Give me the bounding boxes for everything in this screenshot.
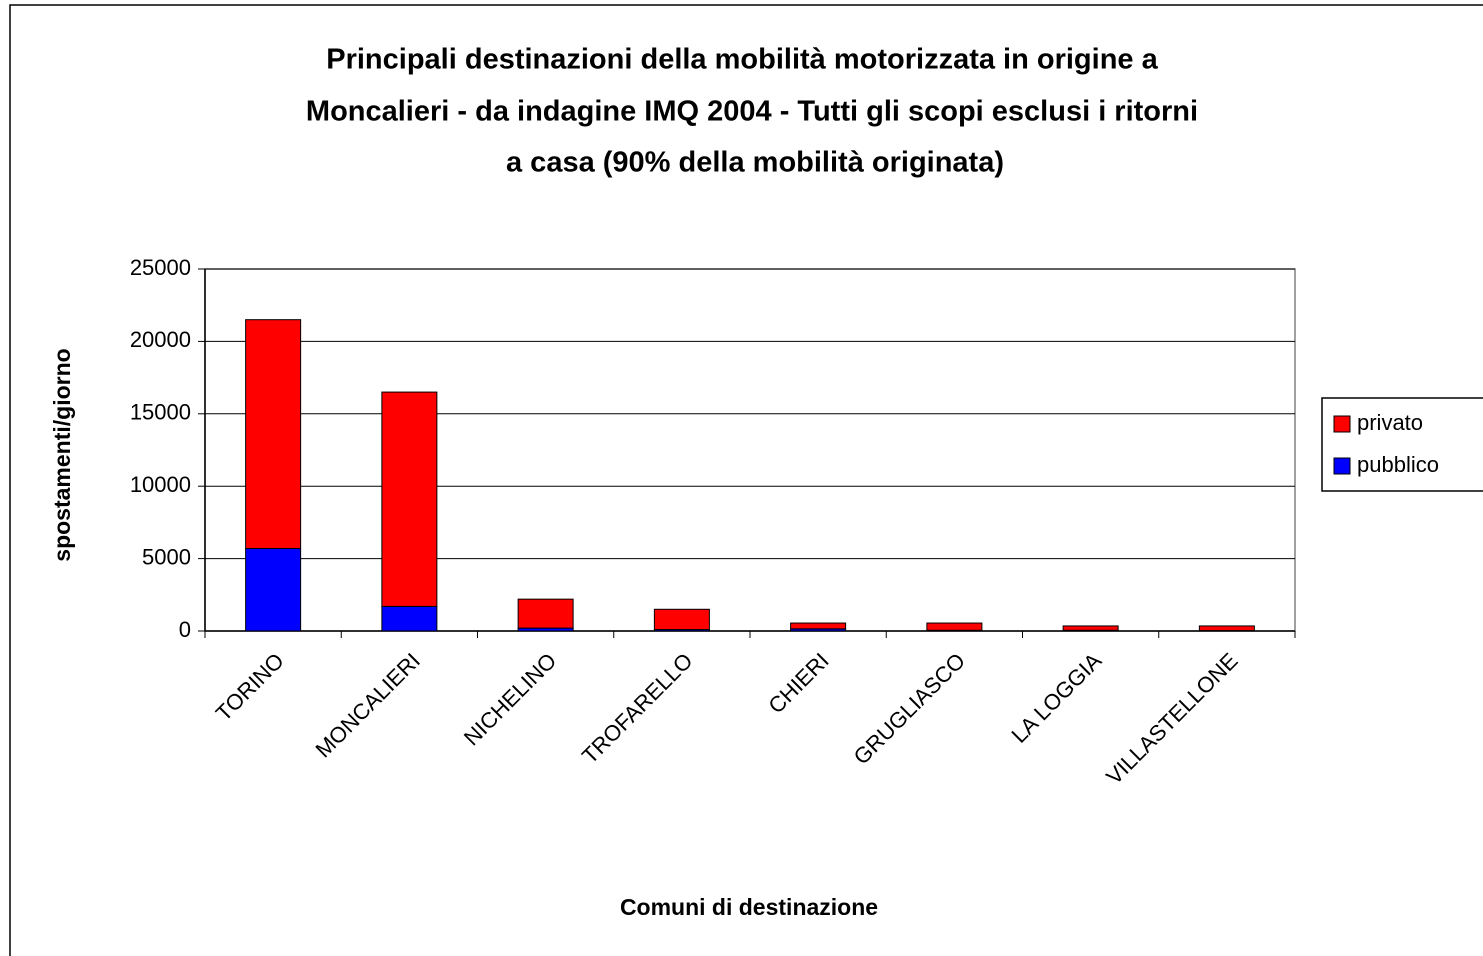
bar	[790, 622, 847, 630]
bar	[517, 598, 574, 629]
legend-swatch	[1333, 457, 1351, 475]
plot-area	[204, 268, 1296, 632]
legend-swatch	[1333, 415, 1351, 433]
chart-title: Principali destinazioni della mobilità m…	[326, 44, 1158, 76]
y-axis-title: spostamenti/giorno	[49, 348, 75, 561]
x-axis-title: Comuni di destinazione	[620, 894, 878, 920]
y-tick-label: 5000	[142, 544, 191, 569]
bar	[1062, 625, 1119, 631]
legend-label: privato	[1357, 410, 1423, 435]
bar	[381, 391, 438, 607]
bar	[653, 608, 710, 631]
chart-title: a casa (90% della mobilità originata)	[506, 147, 1004, 179]
chart-title: Moncalieri - da indagine IMQ 2004 - Tutt…	[306, 96, 1198, 128]
bar	[926, 622, 983, 631]
legend-label: pubblico	[1357, 452, 1439, 477]
y-tick-label: 0	[179, 617, 191, 642]
y-tick-label: 20000	[130, 327, 191, 352]
y-tick-label: 25000	[130, 255, 191, 280]
bar	[245, 547, 302, 632]
bar	[245, 319, 302, 549]
legend-box	[1321, 397, 1483, 492]
y-tick-label: 15000	[130, 400, 191, 425]
bar	[381, 605, 438, 632]
y-tick-label: 10000	[130, 472, 191, 497]
bar	[1198, 625, 1255, 632]
